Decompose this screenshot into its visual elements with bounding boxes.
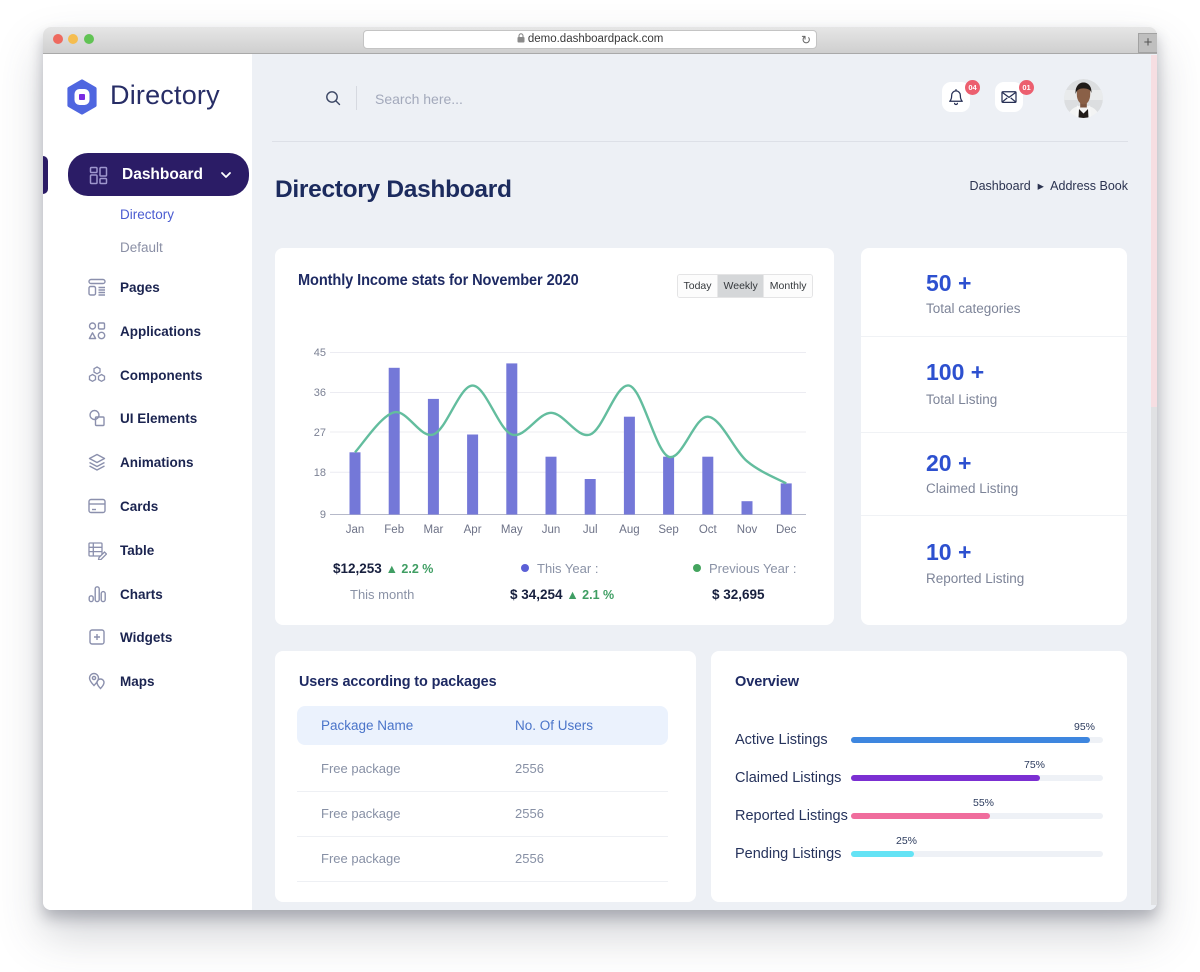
svg-text:18: 18	[314, 467, 326, 479]
svg-text:36: 36	[314, 387, 326, 399]
svg-text:Nov: Nov	[737, 524, 758, 536]
svg-text:45: 45	[314, 347, 326, 359]
svg-text:Feb: Feb	[384, 524, 404, 536]
svg-text:Mar: Mar	[423, 524, 443, 536]
svg-text:9: 9	[320, 509, 326, 521]
svg-text:Apr: Apr	[464, 524, 482, 536]
svg-text:Dec: Dec	[776, 524, 797, 536]
svg-text:Jun: Jun	[542, 524, 561, 536]
svg-text:Oct: Oct	[699, 524, 718, 536]
svg-text:Jul: Jul	[583, 524, 598, 536]
svg-text:Aug: Aug	[619, 524, 639, 536]
svg-text:Sep: Sep	[658, 524, 678, 536]
svg-text:Jan: Jan	[346, 524, 365, 536]
svg-text:27: 27	[314, 427, 326, 439]
svg-text:May: May	[501, 524, 523, 536]
